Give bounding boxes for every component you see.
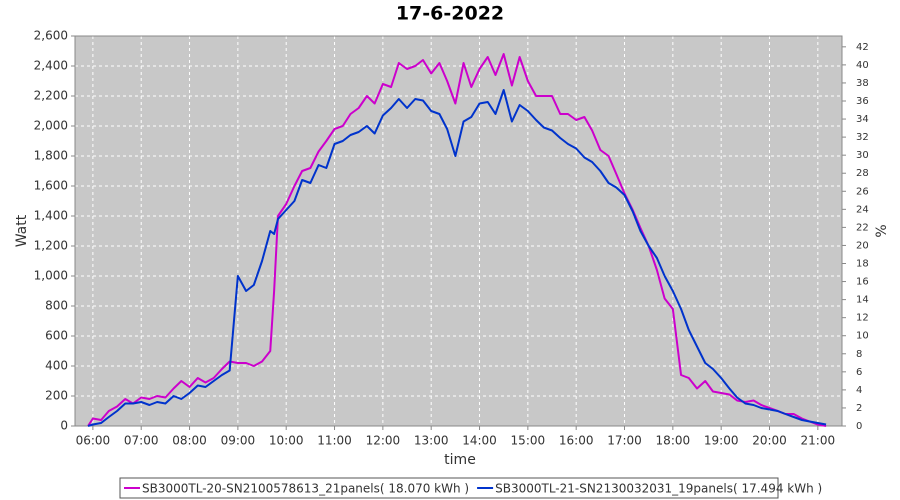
y2-tick-label: 34 bbox=[856, 114, 869, 125]
y2-tick-label: 4 bbox=[856, 385, 862, 396]
x-tick-label: 14:00 bbox=[462, 434, 497, 448]
x-tick-label: 13:00 bbox=[414, 434, 449, 448]
series-line bbox=[87, 89, 827, 427]
x-tick-label: 20:00 bbox=[752, 434, 787, 448]
x-tick-label: 16:00 bbox=[559, 434, 594, 448]
y2-tick-label: 24 bbox=[856, 204, 869, 215]
y2-tick-label: 20 bbox=[856, 240, 869, 251]
y2-tick-label: 16 bbox=[856, 277, 869, 288]
y2-tick-label: 10 bbox=[856, 331, 869, 342]
y2-tick-label: 28 bbox=[856, 168, 869, 179]
y-tick-label: 600 bbox=[45, 329, 68, 343]
x-tick-label: 21:00 bbox=[801, 434, 836, 448]
y-tick-label: 400 bbox=[45, 359, 68, 373]
y2-tick-label: 2 bbox=[856, 403, 862, 414]
y2-tick-label: 30 bbox=[856, 150, 869, 161]
plot-border bbox=[74, 35, 843, 427]
x-tick-label: 10:00 bbox=[269, 434, 304, 448]
y2-tick-label: 22 bbox=[856, 222, 869, 233]
y2-tick-label: 8 bbox=[856, 349, 862, 360]
x-tick-label: 12:00 bbox=[366, 434, 401, 448]
y2-tick-label: 38 bbox=[856, 78, 869, 89]
y2-tick-label: 6 bbox=[856, 367, 862, 378]
x-tick-label: 09:00 bbox=[221, 434, 256, 448]
y-tick-label: 1,800 bbox=[34, 149, 68, 163]
y2-tick-label: 42 bbox=[856, 42, 869, 53]
y2-tick-label: 26 bbox=[856, 186, 869, 197]
x-tick-label: 18:00 bbox=[656, 434, 691, 448]
x-tick-label: 19:00 bbox=[704, 434, 739, 448]
y2-tick-label: 36 bbox=[856, 96, 869, 107]
y-tick-label: 800 bbox=[45, 299, 68, 313]
x-tick-label: 15:00 bbox=[511, 434, 546, 448]
legend-label: SB3000TL-21-SN2130032031_19panels( 17.49… bbox=[495, 482, 822, 496]
x-tick-label: 17:00 bbox=[607, 434, 642, 448]
y2-tick-label: 18 bbox=[856, 259, 869, 270]
y2-tick-label: 0 bbox=[856, 421, 862, 432]
y2-tick-label: 32 bbox=[856, 132, 869, 143]
plot-area bbox=[75, 36, 842, 426]
y-tick-label: 1,600 bbox=[34, 179, 68, 193]
y-tick-label: 1,000 bbox=[34, 269, 68, 283]
y-axis-label: Watt bbox=[14, 214, 30, 247]
x-tick-label: 06:00 bbox=[76, 434, 111, 448]
y2-tick-label: 40 bbox=[856, 60, 869, 71]
y-tick-label: 2,000 bbox=[34, 119, 68, 133]
y-tick-label: 2,600 bbox=[34, 29, 68, 43]
y2-axis-label: % bbox=[874, 224, 890, 237]
x-tick-label: 08:00 bbox=[172, 434, 207, 448]
legend-label: SB3000TL-20-SN2100578613_21panels( 18.07… bbox=[142, 482, 469, 496]
legend bbox=[119, 477, 779, 499]
series-line bbox=[87, 53, 827, 427]
x-tick-label: 07:00 bbox=[124, 434, 159, 448]
y-tick-label: 200 bbox=[45, 389, 68, 403]
y-tick-label: 2,200 bbox=[34, 89, 68, 103]
x-axis-label: time bbox=[444, 452, 476, 468]
y-tick-label: 1,400 bbox=[34, 209, 68, 223]
chart-title: 17-6-2022 bbox=[396, 3, 504, 25]
y2-tick-label: 12 bbox=[856, 313, 869, 324]
x-tick-label: 11:00 bbox=[317, 434, 352, 448]
y2-tick-label: 14 bbox=[856, 295, 869, 306]
y-tick-label: 2,400 bbox=[34, 59, 68, 73]
y-tick-label: 0 bbox=[60, 419, 68, 433]
y-tick-label: 1,200 bbox=[34, 239, 68, 253]
